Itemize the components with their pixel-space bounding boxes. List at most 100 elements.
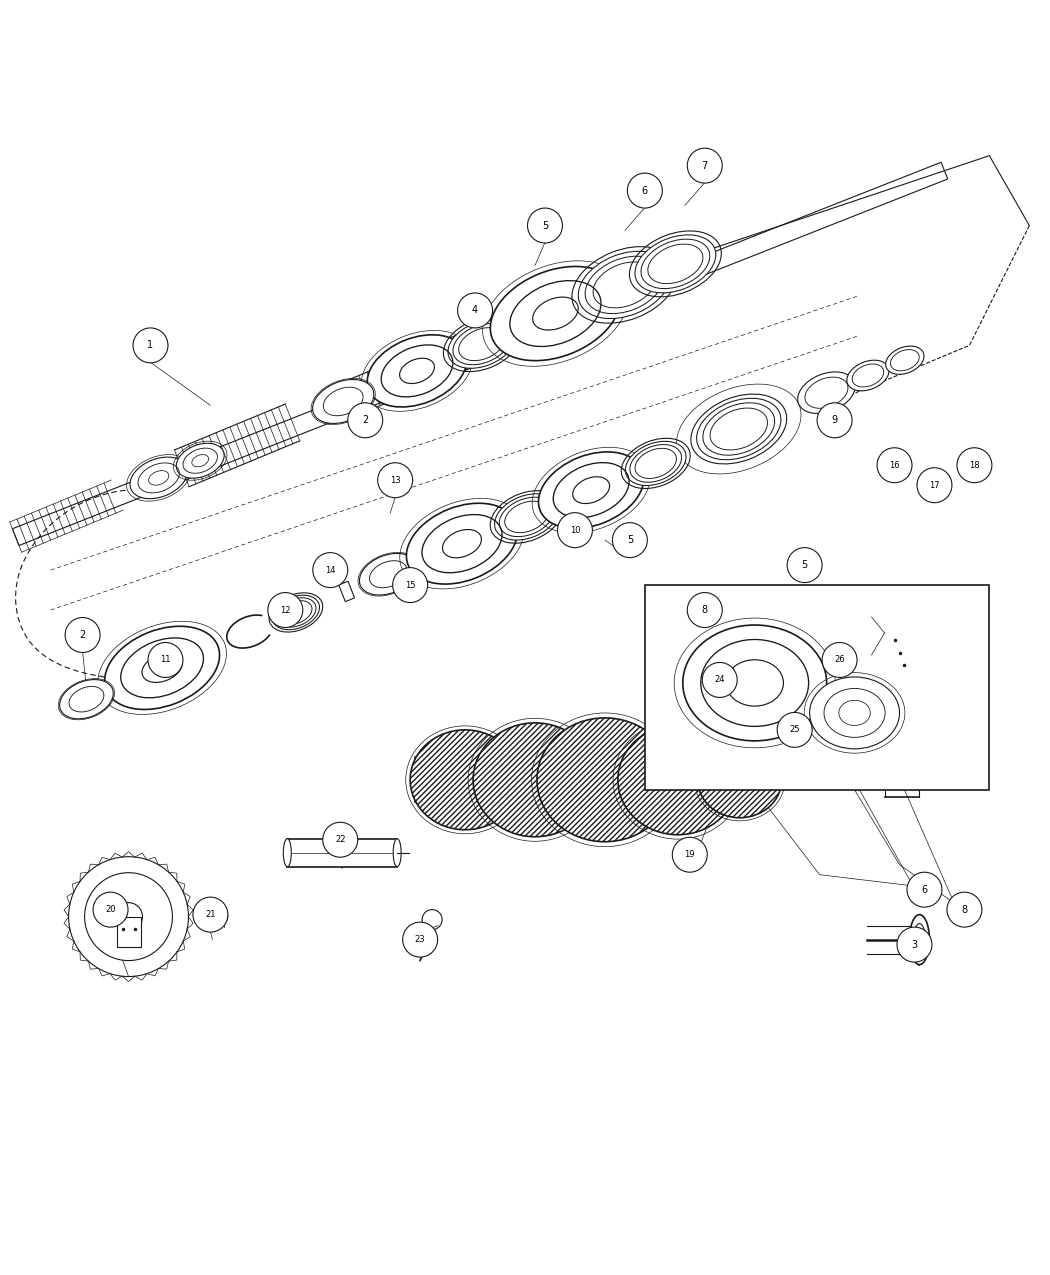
Ellipse shape <box>635 449 676 478</box>
Text: 11: 11 <box>161 655 171 664</box>
Ellipse shape <box>284 839 291 867</box>
Text: 5: 5 <box>627 536 633 546</box>
Ellipse shape <box>505 501 548 533</box>
Text: 15: 15 <box>405 580 416 589</box>
Text: 20: 20 <box>105 905 116 914</box>
Ellipse shape <box>130 458 187 499</box>
Ellipse shape <box>368 335 467 407</box>
Text: 18: 18 <box>969 460 980 469</box>
Polygon shape <box>288 839 397 867</box>
Text: 26: 26 <box>835 655 845 664</box>
Text: 23: 23 <box>415 935 425 943</box>
Circle shape <box>114 903 143 931</box>
Ellipse shape <box>499 497 553 537</box>
Ellipse shape <box>490 266 621 361</box>
Ellipse shape <box>909 914 929 965</box>
Text: 6: 6 <box>642 186 648 195</box>
Bar <box>117 917 141 946</box>
Text: 16: 16 <box>889 460 900 469</box>
Circle shape <box>65 617 100 653</box>
Circle shape <box>907 872 942 907</box>
Ellipse shape <box>593 261 656 307</box>
Ellipse shape <box>276 598 316 627</box>
Polygon shape <box>339 581 355 602</box>
Ellipse shape <box>585 256 665 314</box>
Text: 12: 12 <box>280 606 291 615</box>
Ellipse shape <box>579 251 671 319</box>
Text: 21: 21 <box>205 910 215 919</box>
Text: 2: 2 <box>362 416 369 426</box>
Ellipse shape <box>630 445 681 482</box>
Text: 10: 10 <box>570 525 581 534</box>
Text: 1: 1 <box>147 340 153 351</box>
Ellipse shape <box>682 625 826 741</box>
Circle shape <box>378 463 413 497</box>
Circle shape <box>93 892 128 927</box>
Text: 8: 8 <box>701 606 708 615</box>
Circle shape <box>558 513 592 548</box>
Circle shape <box>313 552 348 588</box>
Circle shape <box>527 208 563 244</box>
Circle shape <box>947 892 982 927</box>
Circle shape <box>627 173 663 208</box>
Ellipse shape <box>272 595 319 630</box>
Ellipse shape <box>635 235 716 293</box>
Ellipse shape <box>474 723 596 836</box>
Text: 24: 24 <box>714 676 724 685</box>
Circle shape <box>458 293 492 328</box>
Ellipse shape <box>626 441 686 486</box>
Circle shape <box>702 663 737 697</box>
Ellipse shape <box>617 725 738 835</box>
Ellipse shape <box>810 677 900 748</box>
Circle shape <box>268 593 302 627</box>
Ellipse shape <box>539 451 644 528</box>
Ellipse shape <box>105 626 219 709</box>
Circle shape <box>193 898 228 932</box>
Ellipse shape <box>696 398 781 460</box>
Text: 4: 4 <box>472 306 478 315</box>
Text: 17: 17 <box>929 481 940 490</box>
Text: 2: 2 <box>80 630 86 640</box>
Circle shape <box>612 523 648 557</box>
Ellipse shape <box>698 742 781 817</box>
Circle shape <box>422 909 442 929</box>
Ellipse shape <box>453 324 510 365</box>
Circle shape <box>817 403 852 437</box>
Circle shape <box>957 448 992 483</box>
Circle shape <box>402 922 438 958</box>
Ellipse shape <box>406 504 518 584</box>
Ellipse shape <box>798 372 855 413</box>
Ellipse shape <box>459 328 505 361</box>
Text: 6: 6 <box>922 885 927 895</box>
Ellipse shape <box>702 403 775 455</box>
Circle shape <box>688 148 722 184</box>
Ellipse shape <box>448 320 516 368</box>
Text: 9: 9 <box>832 416 838 426</box>
Ellipse shape <box>197 905 228 928</box>
Bar <box>645 585 989 789</box>
Text: 5: 5 <box>801 560 807 570</box>
Circle shape <box>877 448 912 483</box>
Ellipse shape <box>710 408 768 450</box>
Circle shape <box>322 822 358 857</box>
Circle shape <box>688 593 722 627</box>
Circle shape <box>133 328 168 363</box>
Circle shape <box>85 872 172 960</box>
Circle shape <box>917 468 952 502</box>
Ellipse shape <box>648 244 702 283</box>
Text: 7: 7 <box>701 161 708 171</box>
Text: 14: 14 <box>326 566 336 575</box>
Ellipse shape <box>537 718 673 842</box>
Circle shape <box>788 548 822 583</box>
Circle shape <box>897 927 932 963</box>
Circle shape <box>777 713 812 747</box>
Polygon shape <box>13 162 948 546</box>
Text: 22: 22 <box>335 835 345 844</box>
Text: 25: 25 <box>790 725 800 734</box>
Ellipse shape <box>60 680 113 719</box>
Text: 5: 5 <box>542 221 548 231</box>
Ellipse shape <box>176 444 224 478</box>
Text: 3: 3 <box>911 940 918 950</box>
Circle shape <box>348 403 382 437</box>
Ellipse shape <box>313 380 374 423</box>
